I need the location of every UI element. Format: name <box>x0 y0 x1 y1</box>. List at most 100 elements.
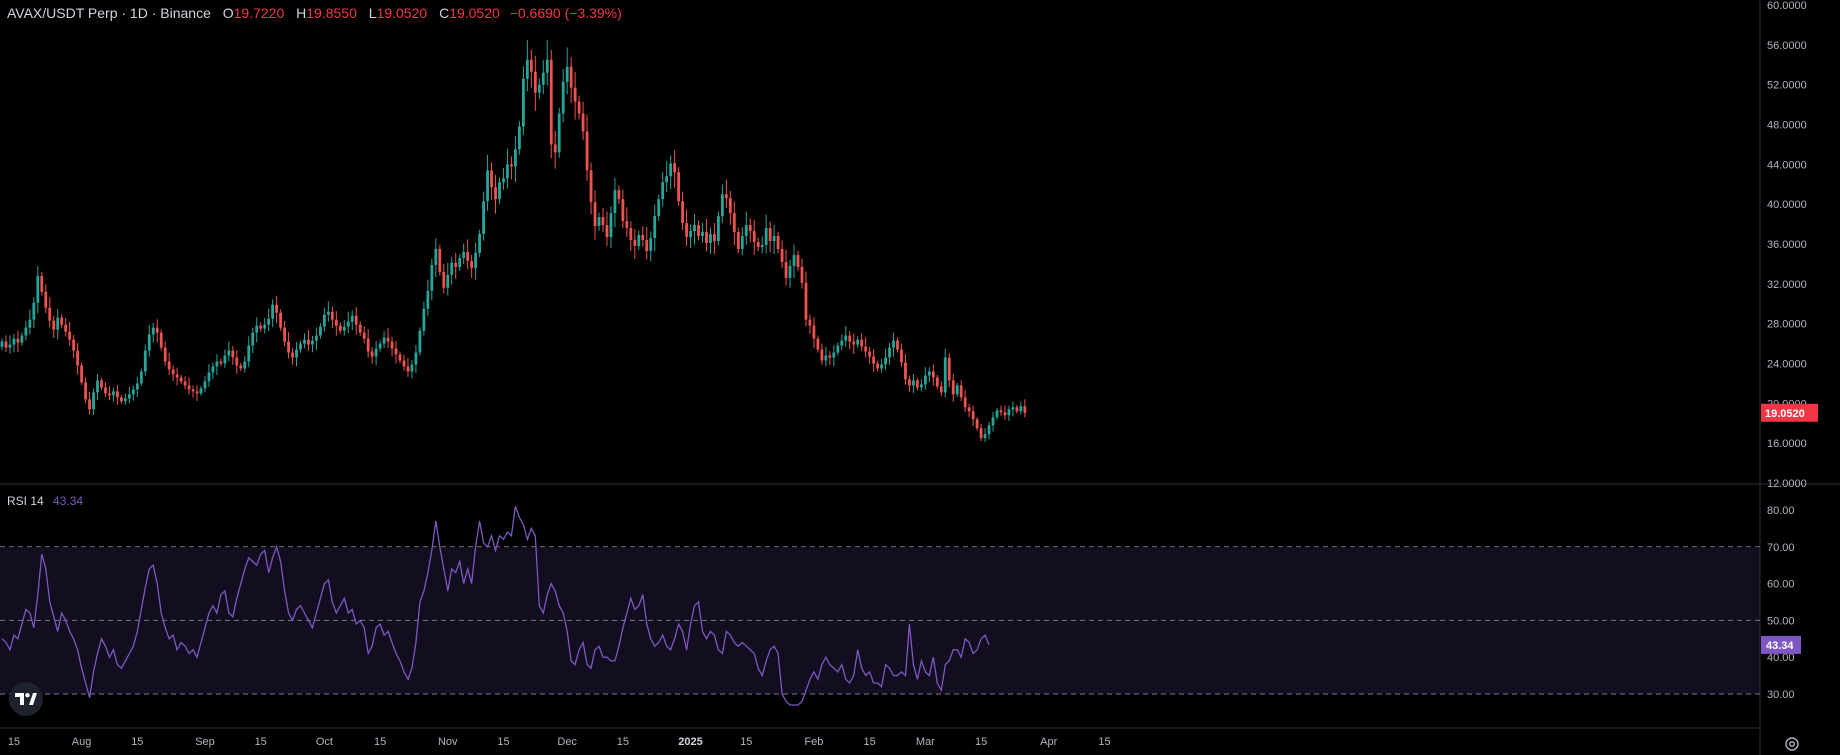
time-axis[interactable]: 15 Aug 15 Sep 15 Oct 15 Nov 15 Dec 15 2025 15 Feb 15 Ma… <box>8 736 1111 748</box>
candle-body <box>1023 406 1027 413</box>
price-tick-label: 12.0000 <box>1767 478 1807 490</box>
candle-body <box>374 348 378 357</box>
rsi-label: RSI 14 <box>7 494 44 508</box>
candle-body <box>438 248 442 272</box>
candle-body <box>446 274 450 288</box>
candle-body <box>864 346 868 352</box>
candle-body <box>947 357 951 381</box>
candle-body <box>991 417 995 426</box>
low-label: L <box>368 5 377 21</box>
candle-body <box>410 364 414 372</box>
tradingview-logo-glyph <box>15 693 37 705</box>
candle-body <box>131 389 135 395</box>
candle-body <box>1015 407 1019 412</box>
candle-body <box>207 372 211 382</box>
candle-body <box>573 87 577 102</box>
candle-body <box>303 339 306 344</box>
candle-body <box>247 345 251 362</box>
rsi-value-badge-text: 43.34 <box>1766 640 1794 652</box>
candle-body <box>884 357 887 365</box>
candle-body <box>693 225 696 232</box>
candle-body <box>143 350 147 372</box>
candle-body <box>104 387 107 394</box>
candle-body <box>581 113 585 132</box>
candle-body <box>792 254 796 266</box>
candle-body <box>736 232 740 249</box>
time-tick-label: Feb <box>804 736 823 748</box>
candle-body <box>971 411 975 420</box>
tradingview-logo-icon[interactable] <box>9 682 43 716</box>
candle-body <box>175 374 179 378</box>
time-tick-label: Aug <box>72 736 92 748</box>
candle-body <box>900 349 903 363</box>
price-tick-label: 60.0000 <box>1767 0 1807 12</box>
candle-body <box>322 314 326 327</box>
rsi-line <box>1 506 990 706</box>
candle-body <box>454 262 458 267</box>
candle-body <box>979 428 983 439</box>
candle-body <box>923 375 927 385</box>
candle-body <box>474 252 478 268</box>
rsi-tick-label: 40.00 <box>1767 652 1795 664</box>
candle-body <box>892 340 895 348</box>
candle-body <box>147 334 151 351</box>
candle-body <box>231 350 235 358</box>
candle-body <box>422 308 426 331</box>
candle-body <box>653 216 657 239</box>
time-tick-label: 15 <box>131 736 143 748</box>
rsi-legend[interactable]: RSI 14 43.34 <box>7 494 83 508</box>
candle-body <box>334 319 338 326</box>
candle-body <box>506 164 509 179</box>
candle-body <box>159 332 163 348</box>
candle-body <box>370 351 374 357</box>
price-tick-label: 44.0000 <box>1767 159 1807 171</box>
candle-body <box>840 340 844 346</box>
candle-body <box>311 340 314 345</box>
rsi-value-badge <box>1761 635 1801 654</box>
candle-body <box>498 182 501 200</box>
candle-body <box>494 187 497 200</box>
candle-body <box>211 366 215 373</box>
candle-body <box>139 371 143 384</box>
candle-body <box>677 172 680 202</box>
candle-body <box>0 341 4 347</box>
candle-body <box>251 332 255 346</box>
time-tick-label: 15 <box>1098 736 1110 748</box>
candle-body <box>577 101 581 114</box>
gear-icon[interactable] <box>1784 736 1800 752</box>
price-tick-label: 48.0000 <box>1767 120 1807 132</box>
candle-body <box>1019 406 1023 412</box>
candle-body <box>975 419 979 429</box>
candle-body <box>987 425 991 435</box>
candle-body <box>191 389 195 392</box>
candle-body <box>426 290 430 309</box>
candle-body <box>601 217 605 226</box>
candle-body <box>275 304 279 313</box>
candle-body <box>1003 412 1007 416</box>
candle-body <box>346 321 350 327</box>
price-tick-label: 24.0000 <box>1767 359 1807 371</box>
candles[interactable] <box>0 40 1027 443</box>
price-tick-label: 40.0000 <box>1767 199 1807 211</box>
candle-body <box>983 434 987 439</box>
candle-body <box>338 325 342 331</box>
candle-body <box>673 163 677 173</box>
candle-body <box>326 311 330 315</box>
candle-body <box>378 343 382 349</box>
candle-body <box>279 312 282 328</box>
candle-body <box>4 341 8 348</box>
candle-body <box>44 291 48 308</box>
time-tick-label: 15 <box>617 736 629 748</box>
candle-body <box>876 363 879 369</box>
candle-body <box>255 325 259 333</box>
candle-body <box>414 352 418 365</box>
symbol-legend: AVAX/USDT Perp · 1D · Binance O19.7220 H… <box>7 5 622 21</box>
rsi-axis[interactable]: 80.00 70.00 60.00 50.00 40.00 30.00 <box>1767 505 1795 701</box>
candle-body <box>112 391 115 396</box>
candle-body <box>52 320 56 330</box>
candle-body <box>64 324 68 332</box>
symbol-title[interactable]: AVAX/USDT Perp · 1D · Binance <box>7 5 211 21</box>
candle-body <box>295 349 298 358</box>
candle-body <box>470 260 474 268</box>
